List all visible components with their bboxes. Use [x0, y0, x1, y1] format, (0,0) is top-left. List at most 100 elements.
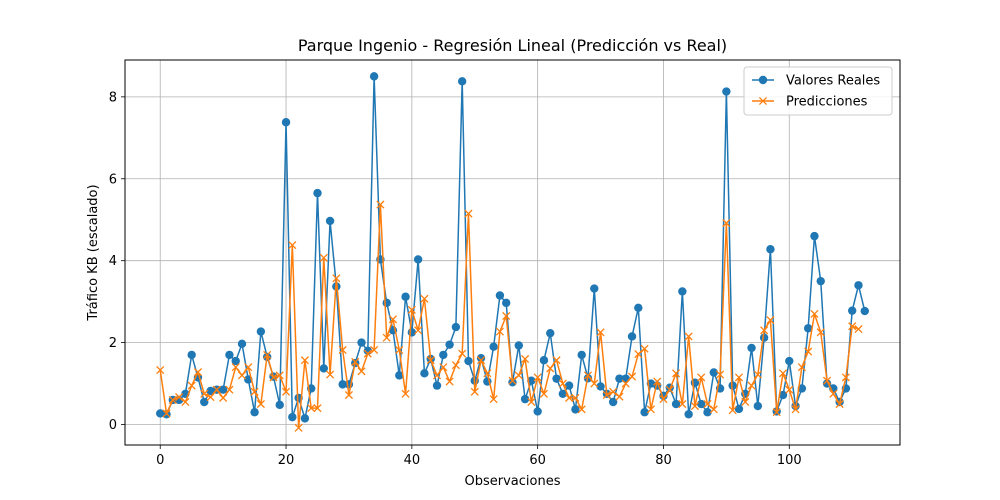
data-point [508, 378, 517, 387]
data-point [382, 333, 391, 342]
data-point [671, 369, 681, 378]
data-point [816, 328, 825, 337]
data-point [489, 395, 498, 404]
data-point [621, 374, 630, 383]
data-point [778, 369, 788, 378]
data-point [470, 387, 479, 396]
data-point [539, 356, 549, 365]
data-point [376, 200, 385, 209]
data-point [344, 390, 354, 400]
data-point [200, 397, 209, 407]
data-point [797, 363, 806, 372]
data-point [558, 389, 568, 399]
data-point [256, 399, 265, 409]
data-point [709, 368, 718, 377]
data-point [200, 389, 209, 398]
legend-label: Predicciones [786, 95, 868, 110]
data-point [671, 399, 681, 409]
data-point [546, 364, 555, 373]
data-point [269, 373, 278, 382]
data-point [256, 327, 266, 336]
data-point [395, 371, 404, 380]
data-point [797, 384, 807, 393]
data-point [697, 373, 706, 382]
data-point [395, 345, 404, 355]
data-point [734, 404, 744, 414]
data-point [263, 350, 272, 359]
data-point [357, 367, 366, 376]
data-point [634, 350, 643, 359]
data-point [237, 339, 247, 349]
data-point [521, 354, 530, 364]
y-tick-label: 6 [109, 172, 117, 187]
legend: Valores Reales Predicciones [743, 66, 893, 116]
data-point [206, 386, 215, 396]
data-point [219, 393, 228, 402]
data-point [829, 389, 838, 398]
data-point [357, 338, 366, 347]
data-point [621, 379, 630, 388]
data-point [250, 387, 259, 396]
data-point [785, 356, 794, 366]
data-point [288, 412, 297, 422]
data-point [187, 350, 196, 360]
data-point [237, 371, 247, 380]
data-point [772, 408, 781, 417]
data-point [690, 402, 699, 411]
x-tick-label: 20 [278, 453, 295, 468]
series-1 [156, 200, 863, 432]
data-point [760, 326, 769, 335]
data-point [722, 87, 731, 96]
data-point [244, 363, 253, 372]
data-point [778, 390, 788, 400]
legend-entry: Predicciones [752, 95, 868, 110]
data-point [653, 377, 662, 386]
data-point [407, 305, 416, 314]
data-point [225, 385, 234, 394]
data-point [847, 306, 857, 315]
y-axis-label: Tráfico KB (escalado) [86, 184, 101, 321]
data-point [615, 392, 624, 401]
data-point [319, 364, 328, 373]
data-point [156, 365, 165, 375]
data-point [583, 371, 593, 380]
data-point [552, 374, 561, 383]
data-point [527, 397, 536, 407]
data-point [432, 371, 442, 380]
series-line [159, 203, 859, 429]
data-point [401, 292, 410, 301]
data-point [476, 356, 486, 365]
data-point [476, 353, 486, 363]
data-point [382, 298, 391, 308]
data-point [640, 344, 649, 353]
data-point [596, 328, 605, 337]
data-point [608, 397, 618, 407]
data-point [627, 332, 637, 341]
data-point [716, 370, 725, 379]
data-point [451, 322, 461, 332]
data-point [684, 410, 693, 419]
data-point [294, 423, 303, 432]
data-point [420, 294, 429, 303]
data-point [275, 400, 284, 410]
data-point [495, 327, 504, 336]
data-point [590, 379, 599, 388]
y-tick-label: 8 [109, 90, 117, 105]
data-point [351, 357, 360, 366]
data-point [307, 404, 316, 413]
data-point [508, 376, 517, 385]
data-point [665, 385, 674, 394]
data-point [439, 363, 448, 372]
data-point [369, 72, 379, 81]
data-point [313, 404, 322, 413]
data-point [288, 241, 297, 250]
data-point [533, 373, 542, 382]
legend-marker [758, 75, 768, 85]
data-point [281, 118, 291, 127]
data-point [766, 245, 775, 254]
data-point [741, 397, 750, 407]
data-point [300, 414, 310, 423]
series-layer [156, 72, 869, 432]
legend-marker [758, 96, 768, 106]
